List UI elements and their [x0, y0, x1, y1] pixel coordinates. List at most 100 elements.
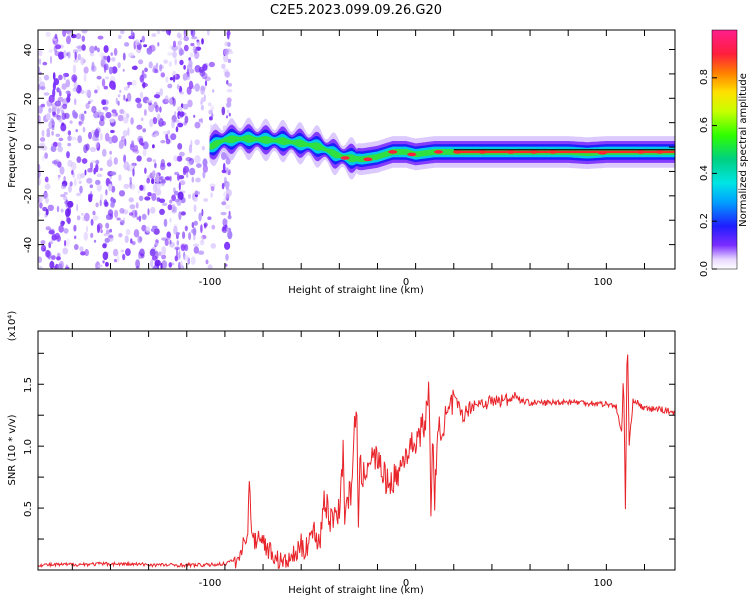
noise-speckle [38, 195, 44, 203]
noise-speckle [228, 169, 231, 175]
noise-speckle [166, 231, 172, 241]
noise-speckle [119, 207, 125, 214]
noise-speckle [73, 80, 78, 90]
noise-speckle [54, 51, 60, 57]
noise-speckle [131, 241, 136, 246]
noise-speckle [123, 94, 126, 101]
noise-speckle [45, 249, 51, 258]
bottom-ytick-label: 1.0 [23, 439, 34, 455]
noise-speckle [212, 89, 215, 93]
noise-speckle [104, 261, 109, 267]
noise-speckle [176, 32, 181, 39]
noise-speckle [208, 61, 215, 68]
noise-speckle [94, 128, 100, 138]
noise-speckle [39, 202, 43, 209]
noise-speckle [221, 106, 226, 116]
noise-speckle [74, 178, 77, 187]
noise-speckle [139, 248, 145, 257]
noise-speckle [196, 163, 202, 168]
top-ytick-label: -20 [23, 188, 34, 204]
noise-speckle [188, 144, 193, 154]
noise-speckle [208, 109, 213, 115]
noise-speckle [136, 155, 142, 162]
noise-speckle [154, 182, 161, 190]
noise-speckle [155, 188, 162, 196]
noise-speckle [225, 181, 230, 191]
noise-speckle [159, 162, 166, 171]
noise-speckle [191, 221, 195, 229]
noise-speckle [154, 162, 157, 169]
noise-speckle [166, 231, 171, 239]
noise-speckle [148, 61, 153, 69]
noise-speckle [83, 231, 89, 241]
noise-speckle [73, 59, 79, 63]
noise-speckle [76, 203, 79, 212]
noise-speckle [73, 98, 77, 106]
noise-speckle [52, 72, 56, 81]
ridge-band-green [209, 134, 675, 163]
noise-speckle [63, 72, 70, 78]
noise-speckle [114, 209, 119, 218]
noise-speckle [154, 69, 159, 74]
noise-speckle [204, 80, 208, 87]
noise-speckle [93, 167, 96, 175]
noise-speckle [58, 117, 63, 123]
noise-speckle [174, 111, 177, 117]
noise-speckle [207, 264, 213, 269]
noise-speckle [73, 76, 77, 83]
noise-speckle [125, 248, 131, 256]
noise-speckle [150, 259, 154, 268]
noise-speckle [131, 140, 135, 147]
noise-speckle [83, 144, 88, 154]
noise-speckle [99, 193, 103, 201]
noise-speckle [96, 75, 102, 80]
noise-speckle [75, 129, 78, 133]
noise-speckle [226, 109, 230, 114]
noise-speckle [173, 155, 178, 162]
noise-speckle [99, 114, 105, 122]
noise-speckle [140, 39, 143, 43]
noise-speckle [154, 133, 158, 137]
noise-speckle [107, 233, 114, 242]
noise-speckle [83, 110, 87, 114]
noise-speckle [130, 30, 133, 38]
noise-speckle [203, 222, 208, 227]
noise-speckle [51, 130, 54, 136]
noise-speckle [177, 122, 184, 128]
bottom-xtick-label: -100 [199, 578, 222, 589]
noise-speckle [68, 185, 72, 193]
noise-speckle [226, 102, 231, 108]
noise-speckle [202, 63, 208, 71]
noise-speckle [157, 119, 164, 123]
noise-speckle [152, 183, 157, 193]
noise-speckle [151, 33, 157, 38]
noise-speckle [192, 227, 197, 237]
noise-speckle [60, 104, 63, 113]
noise-speckle [128, 35, 135, 40]
noise-speckle [164, 176, 171, 181]
noise-speckle [197, 47, 200, 52]
noise-speckle [96, 223, 103, 230]
noise-speckle [180, 244, 186, 252]
noise-speckle [139, 91, 144, 99]
noise-speckle [102, 260, 105, 264]
ridge-peak [340, 156, 350, 160]
bottom-ytick-label: 1.5 [23, 377, 34, 393]
noise-speckle [152, 265, 158, 269]
noise-speckle [202, 164, 208, 173]
noise-speckle [38, 84, 41, 91]
noise-speckle [38, 256, 43, 263]
noise-speckle [93, 111, 100, 119]
noise-speckle [221, 226, 228, 233]
noise-speckle [139, 184, 144, 191]
noise-speckle [54, 100, 62, 107]
noise-speckle [117, 114, 124, 122]
ridge-peak [434, 150, 443, 154]
noise-speckle [64, 240, 67, 247]
noise-speckle [179, 151, 185, 157]
noise-speckle [60, 184, 67, 190]
noise-speckle [141, 213, 147, 220]
noise-speckle [89, 162, 94, 170]
noise-speckle [160, 262, 163, 269]
noise-speckle [169, 199, 173, 204]
